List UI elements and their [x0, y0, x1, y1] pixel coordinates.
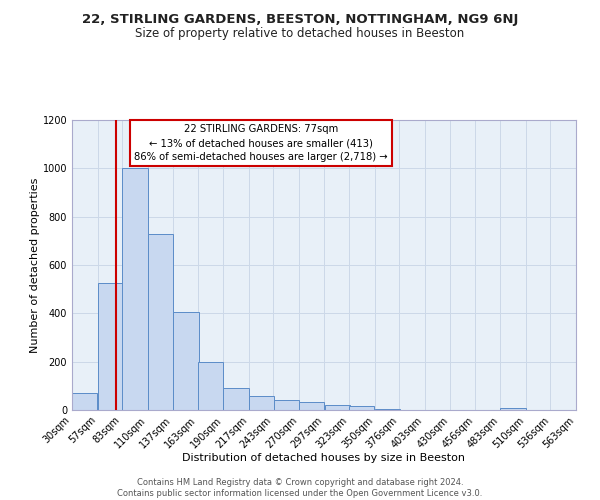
- Y-axis label: Number of detached properties: Number of detached properties: [30, 178, 40, 352]
- X-axis label: Distribution of detached houses by size in Beeston: Distribution of detached houses by size …: [182, 452, 466, 462]
- Bar: [375, 409, 400, 410]
- Text: 22 STIRLING GARDENS: 77sqm
← 13% of detached houses are smaller (413)
86% of sem: 22 STIRLING GARDENS: 77sqm ← 13% of deta…: [134, 124, 388, 162]
- Bar: [122, 168, 148, 410]
- Bar: [98, 283, 123, 410]
- Bar: [223, 388, 248, 410]
- Text: Size of property relative to detached houses in Beeston: Size of property relative to detached ho…: [136, 28, 464, 40]
- Bar: [349, 406, 374, 410]
- Bar: [274, 400, 299, 410]
- Bar: [500, 408, 526, 410]
- Bar: [173, 312, 199, 410]
- Text: 22, STIRLING GARDENS, BEESTON, NOTTINGHAM, NG9 6NJ: 22, STIRLING GARDENS, BEESTON, NOTTINGHA…: [82, 12, 518, 26]
- Text: Contains HM Land Registry data © Crown copyright and database right 2024.
Contai: Contains HM Land Registry data © Crown c…: [118, 478, 482, 498]
- Bar: [249, 396, 274, 410]
- Bar: [325, 405, 350, 410]
- Bar: [148, 234, 173, 410]
- Bar: [198, 362, 223, 410]
- Bar: [72, 393, 97, 410]
- Bar: [299, 402, 325, 410]
